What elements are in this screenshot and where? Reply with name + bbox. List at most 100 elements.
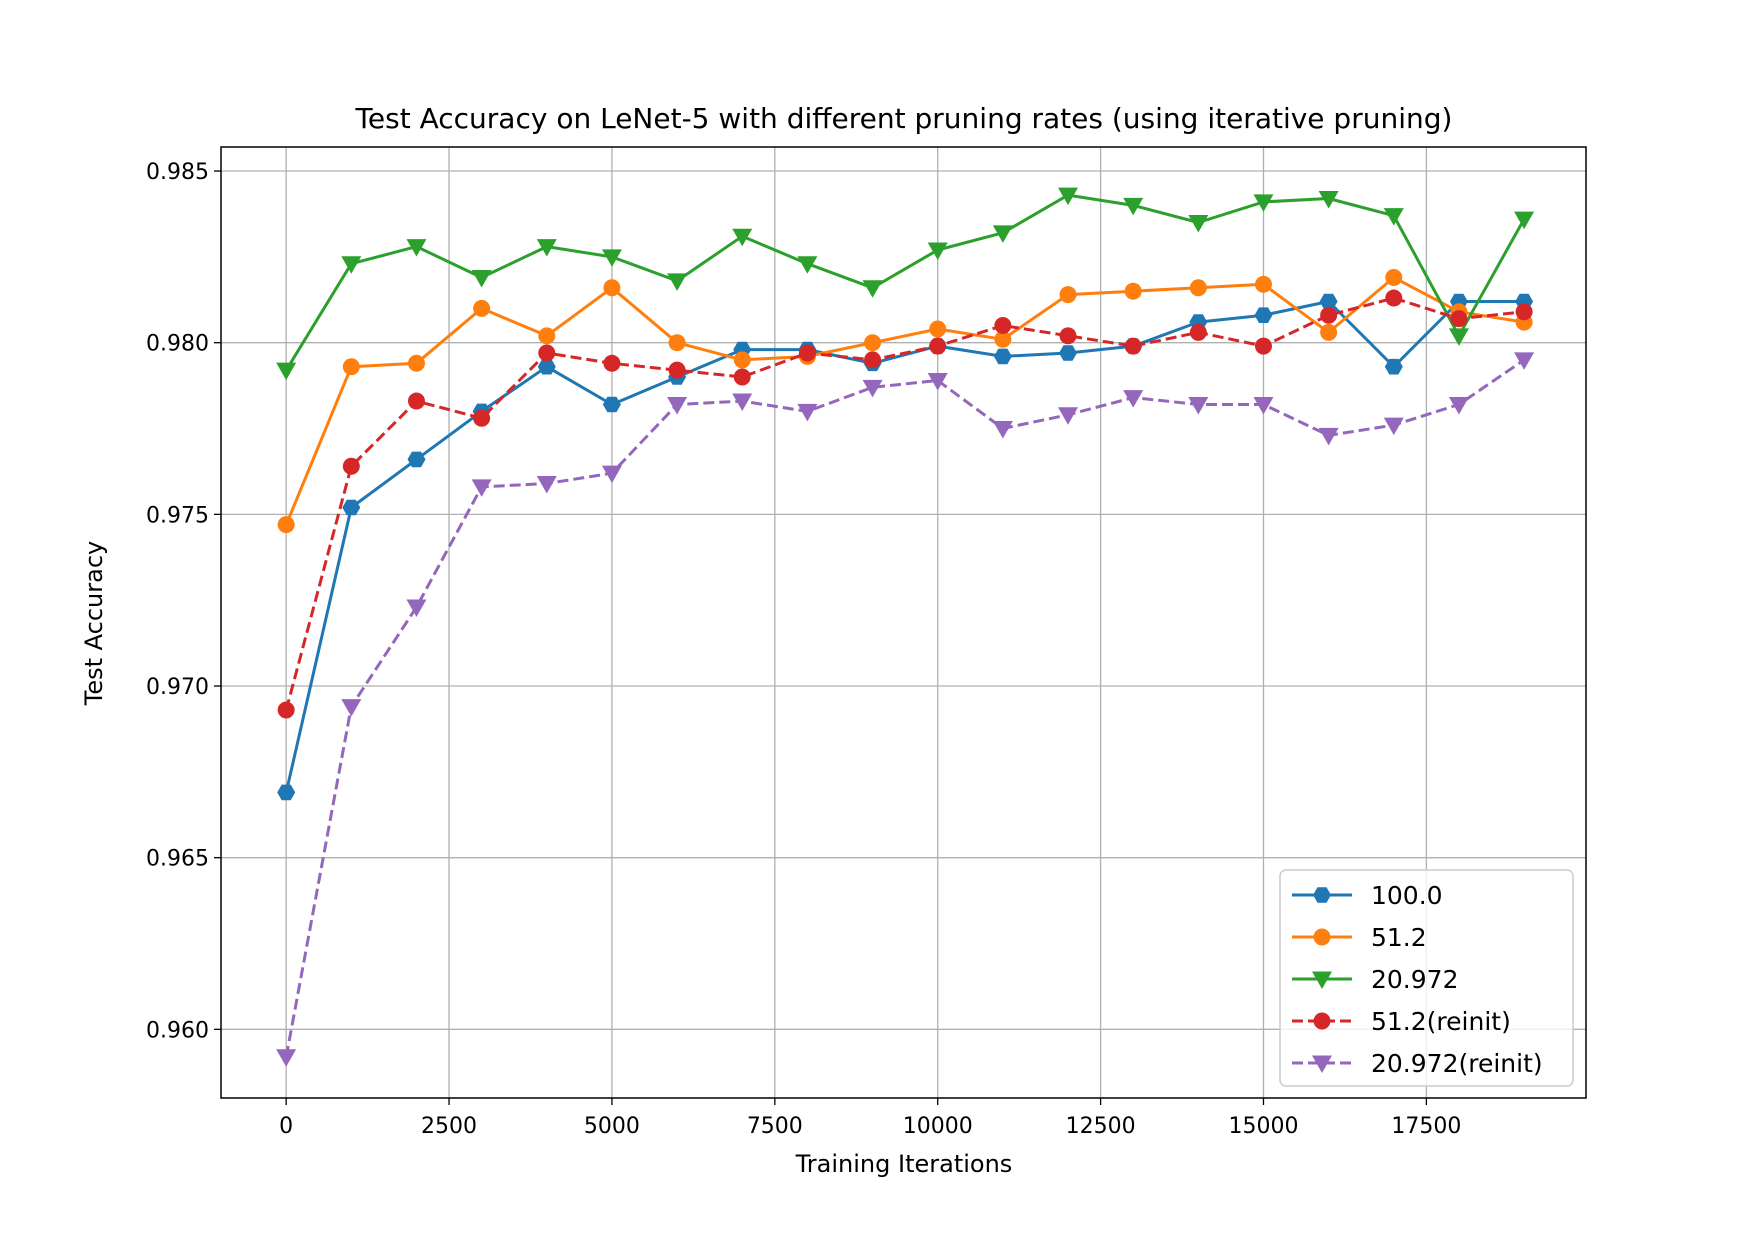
data-point [407,354,425,372]
x-tick-label: 10000 [903,1114,973,1139]
x-tick-label: 2500 [421,1114,477,1139]
data-point [1059,327,1077,345]
data-point [341,699,362,717]
data-point [864,334,882,352]
legend-marker [1312,971,1332,989]
data-point [1448,328,1469,346]
data-point [602,396,621,413]
legend-label: 100.0 [1371,881,1443,910]
legend-marker [1313,887,1331,903]
data-point [538,327,556,345]
series-20.972 [276,187,1535,381]
y-tick-label: 0.965 [146,847,209,872]
data-point [929,337,947,355]
data-point [603,354,621,372]
chart-title: Test Accuracy on LeNet-5 with different … [355,102,1453,135]
data-point [929,320,947,338]
data-point [473,299,491,317]
data-point [927,242,948,260]
data-point [994,330,1012,348]
data-point [537,358,556,375]
data-point [536,239,557,257]
legend-label: 51.2 [1371,923,1427,952]
data-point [406,239,427,257]
legend-label: 20.972 [1371,965,1458,994]
data-point [1253,396,1274,415]
y-tick-label: 0.960 [146,1018,209,1043]
legend-entry: 20.972(reinit) [1292,1049,1543,1078]
data-point [1188,215,1209,233]
data-point [1058,187,1079,206]
y-axis-label: Test Accuracy [80,541,108,706]
data-point [277,516,295,534]
data-point [1514,352,1535,370]
data-point [1254,307,1273,323]
series-line [284,296,1525,711]
x-tick-label: 15000 [1228,1114,1298,1139]
data-point [601,465,622,484]
x-tick-label: 0 [279,1114,293,1139]
data-point [1448,396,1469,415]
data-point [992,421,1013,439]
data-point [536,475,557,494]
data-point [1385,268,1403,286]
data-point [1188,396,1209,415]
data-point [1124,282,1142,300]
x-tick-label: 5000 [584,1114,640,1139]
data-point [732,228,753,247]
data-point [277,701,295,719]
x-tick-label: 17500 [1391,1114,1461,1139]
legend-marker [1313,1012,1331,1030]
data-point [342,358,360,376]
data-point [862,280,883,298]
data-point [1123,390,1144,408]
data-point [1189,279,1207,297]
legend-label: 51.2(reinit) [1371,1007,1511,1036]
series-20.972(reinit) [276,352,1535,1067]
data-point [407,392,425,410]
data-point [603,279,621,297]
x-tick-label: 7500 [747,1114,803,1139]
data-point [1383,417,1404,436]
data-point [1320,323,1338,341]
data-point [927,372,948,391]
data-point [667,396,688,415]
legend-marker [1313,928,1331,946]
data-point [471,479,492,497]
series-line [284,300,1525,793]
data-point [992,225,1013,243]
data-point [1254,275,1272,293]
legend-marker [1312,1055,1332,1073]
grid [221,147,1586,1098]
data-point [668,334,686,352]
data-point [471,269,492,288]
data-point [733,351,751,369]
data-point [473,409,491,427]
legend-entry: 51.2(reinit) [1292,1007,1511,1036]
plot-series [276,187,1535,1067]
data-point [1385,289,1403,307]
legend-label: 20.972(reinit) [1371,1049,1543,1078]
legend: 100.0 51.2 20.972 51.2(reinit) 20.972(reinit… [1279,869,1574,1087]
data-point [1059,345,1077,361]
data-point [1124,337,1142,355]
data-point [1059,286,1077,304]
data-point [276,1049,297,1067]
legend-entry: 100.0 [1292,881,1443,910]
y-tick-label: 0.985 [146,160,209,185]
data-point [1123,197,1144,216]
data-point [994,317,1012,335]
y-tick-label: 0.970 [146,675,209,700]
data-point [1254,337,1272,355]
y-tick-label: 0.980 [146,332,209,357]
data-point [668,361,686,379]
y-tick-label: 0.975 [146,503,209,528]
data-point [276,362,297,381]
data-point [797,403,818,422]
data-point [406,599,427,618]
data-point [1515,303,1533,321]
data-point [341,256,362,274]
legend-box [1279,869,1574,1087]
data-point [798,344,816,362]
data-point [342,499,361,516]
